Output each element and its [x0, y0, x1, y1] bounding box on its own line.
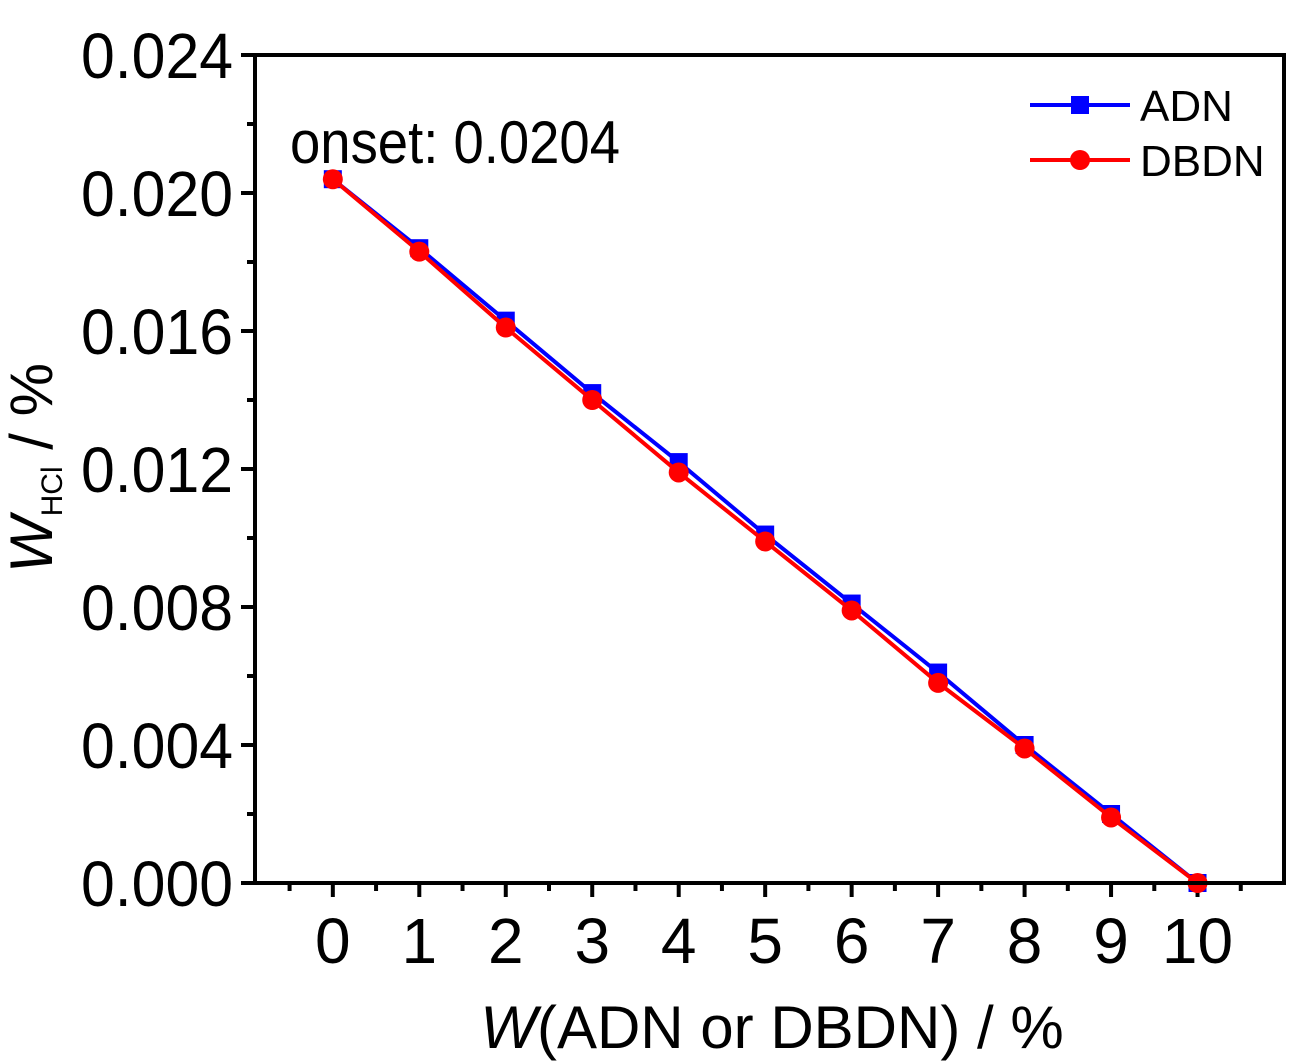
- legend: ADN DBDN: [1030, 82, 1265, 186]
- legend-marker-adn: [1071, 96, 1089, 114]
- x-axis-title-rest: (ADN or DBDN) / %: [537, 994, 1064, 1061]
- x-axis-title-italic: W: [480, 994, 542, 1061]
- point-dbdn: [841, 600, 862, 621]
- y-axis-title-sub: HCl: [36, 466, 69, 516]
- y-tick-label: 0.016: [81, 296, 233, 368]
- point-dbdn: [322, 169, 343, 190]
- point-dbdn: [582, 390, 603, 410]
- y-tick-label: 0.012: [81, 434, 233, 506]
- onset-annotation: onset: 0.0204: [290, 109, 620, 176]
- y-tick-label: 0.008: [81, 572, 233, 644]
- y-tick-label: 0.020: [81, 158, 233, 230]
- x-tick-label: 0: [315, 905, 351, 977]
- legend-label-dbdn: DBDN: [1140, 137, 1265, 186]
- point-dbdn: [409, 241, 430, 262]
- point-dbdn: [1101, 807, 1122, 828]
- point-dbdn: [1014, 738, 1035, 759]
- x-tick-label: 3: [574, 905, 610, 977]
- legend-marker-dbdn: [1070, 150, 1090, 170]
- x-axis-title: W(ADN or DBDN) / %: [480, 994, 1063, 1061]
- x-tick-label: 10: [1162, 905, 1233, 977]
- ticks-layer: [241, 53, 1243, 897]
- x-tick-label: 8: [1007, 905, 1043, 977]
- y-axis-title-rest: / %: [0, 363, 65, 466]
- point-dbdn: [755, 531, 776, 552]
- point-dbdn: [928, 672, 949, 693]
- legend-label-adn: ADN: [1140, 82, 1233, 131]
- series-layer: [322, 169, 1208, 893]
- y-tick-label: 0.024: [81, 20, 233, 92]
- plot-frame: [253, 53, 1286, 885]
- x-tick-label: 5: [747, 905, 783, 977]
- y-tick-label: 0.004: [81, 710, 233, 782]
- y-tick-label: 0.000: [81, 848, 233, 920]
- point-dbdn: [495, 317, 516, 338]
- x-tick-label: 9: [1093, 905, 1129, 977]
- labels-layer: 0 1 2 3 4 5 6 7 8 9 10 0.000 0.004 0.008 0.012 0.016 0.0…: [81, 20, 1233, 977]
- x-tick-label: 6: [834, 905, 870, 977]
- y-axis-title: WHCl / %: [0, 363, 69, 573]
- x-tick-label: 2: [488, 905, 524, 977]
- y-axis-title-italic: W: [0, 511, 65, 573]
- x-tick-label: 4: [661, 905, 697, 977]
- x-tick-label: 1: [401, 905, 437, 977]
- x-tick-label: 7: [920, 905, 956, 977]
- point-dbdn: [668, 462, 689, 483]
